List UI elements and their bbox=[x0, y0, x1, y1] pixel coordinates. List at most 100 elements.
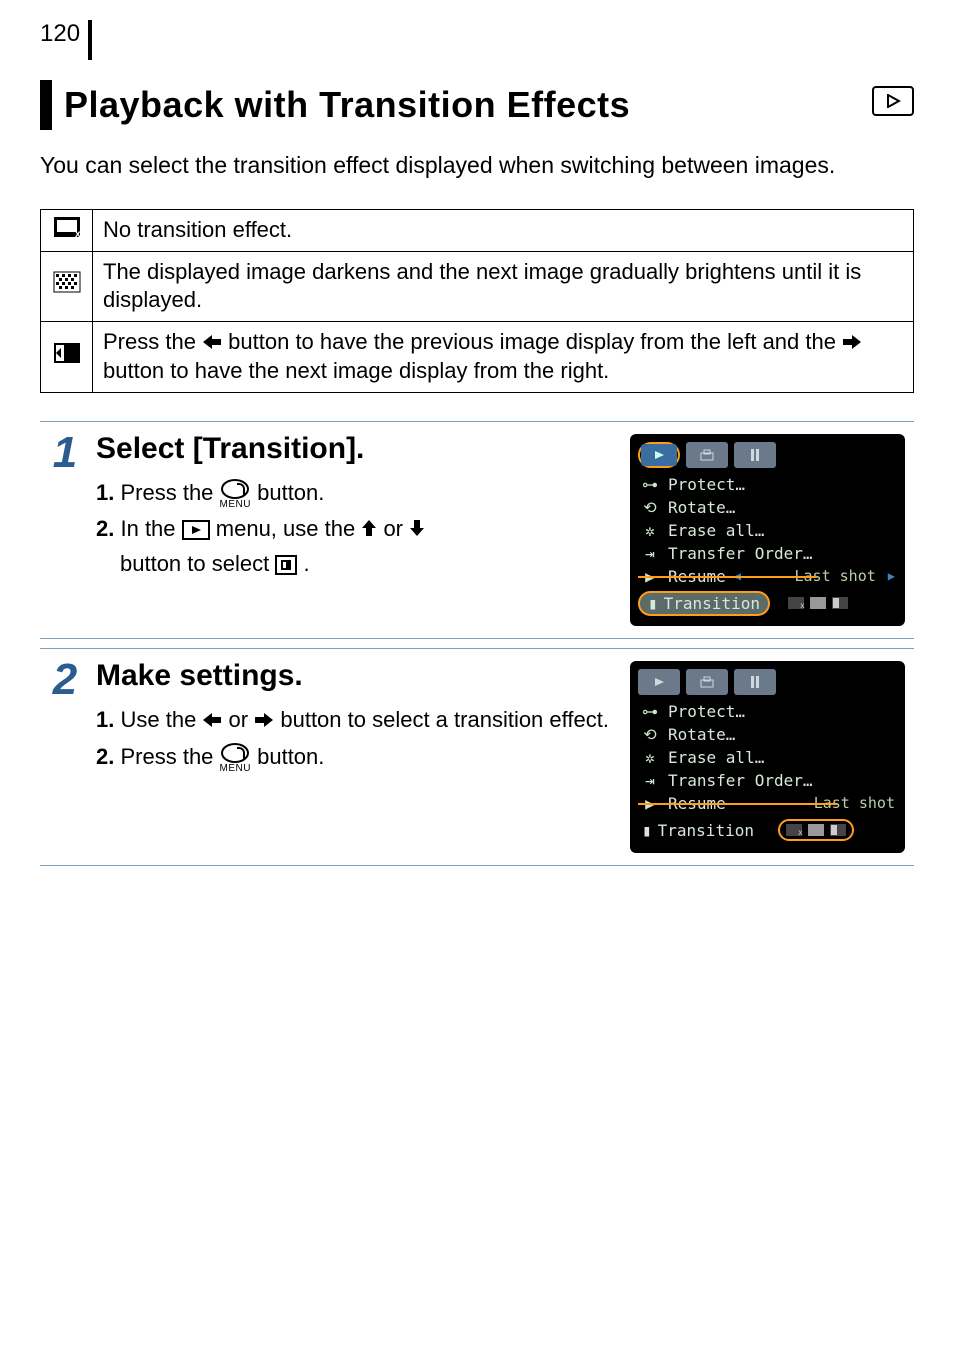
step-body: 1. Press the MENU button. 2. In the menu… bbox=[96, 476, 610, 581]
text-fragment: button to select a transition effect. bbox=[280, 707, 609, 732]
page-number: 120 bbox=[40, 20, 80, 48]
text-fragment: Press the bbox=[120, 480, 219, 505]
step-number-cell: 1 bbox=[40, 421, 90, 638]
text-fragment: . bbox=[303, 551, 309, 576]
text-fragment: Press the bbox=[120, 744, 219, 769]
menu-tabs bbox=[638, 442, 897, 468]
menu-item: ⟲Rotate… bbox=[638, 724, 897, 745]
step-body: 1. Use the or button to select a transit… bbox=[96, 703, 610, 774]
transition-options: x bbox=[786, 595, 850, 611]
transfer-icon: ⇥ bbox=[640, 771, 660, 790]
menu-item-transition: ▮ Transition x bbox=[638, 818, 897, 843]
transfer-icon: ⇥ bbox=[640, 544, 660, 563]
highlight-strike bbox=[638, 576, 817, 578]
transition-menu-icon bbox=[275, 555, 297, 575]
tri-right-icon: ▶ bbox=[888, 569, 895, 583]
text-fragment: In the bbox=[120, 516, 181, 541]
menu-item: ⊶ Protect… bbox=[638, 701, 897, 722]
menu-label: Transfer Order… bbox=[668, 544, 813, 563]
svg-text:x: x bbox=[800, 601, 805, 610]
menu-label: Transfer Order… bbox=[668, 771, 813, 790]
menu-item: ✲ Erase all… bbox=[638, 747, 897, 768]
opt-fade-icon bbox=[808, 595, 828, 611]
effect-icon-fade bbox=[41, 251, 93, 321]
svg-text:x: x bbox=[75, 229, 81, 238]
arrow-left-icon bbox=[202, 704, 222, 738]
camera-menu-screenshot: ⊶ Protect… ⟲Rotate… ✲ Erase all… ⇥ Transfer… bbox=[630, 661, 905, 853]
menu-label: Protect… bbox=[668, 475, 745, 494]
menu-item-resume: ▶Resume ◀ Last shot ▶ bbox=[638, 566, 897, 587]
menu-label: Erase all… bbox=[668, 521, 764, 540]
opt-slide-icon bbox=[830, 595, 850, 611]
transition-selected-pill: ▮ Transition bbox=[638, 591, 770, 616]
substep: 2. In the menu, use the or button to sel… bbox=[96, 512, 610, 581]
menu-item: ⊶ Protect… bbox=[638, 474, 897, 495]
arrow-right-icon bbox=[254, 704, 274, 738]
menu-label: MENU bbox=[220, 764, 251, 774]
tab-playback-active bbox=[638, 442, 680, 468]
tab-playback bbox=[638, 669, 680, 695]
arrow-down-icon bbox=[409, 513, 425, 547]
menu-label: Erase all… bbox=[668, 748, 764, 767]
heading-left: Playback with Transition Effects bbox=[40, 80, 630, 130]
heading-text: Playback with Transition Effects bbox=[64, 84, 630, 126]
menu-tabs bbox=[638, 669, 897, 695]
text-fragment: button to have the next image display fr… bbox=[103, 358, 609, 383]
transition-icon: ▮ bbox=[642, 821, 652, 840]
menu-label: Transition bbox=[658, 821, 754, 840]
step-row: 1 Select [Transition]. 1. Press the MENU… bbox=[40, 421, 914, 638]
menu-button-icon: MENU bbox=[220, 743, 251, 774]
transition-effects-table: x No transition effect. The displayed im… bbox=[40, 209, 914, 393]
transition-options-selected: x bbox=[778, 819, 854, 841]
arrow-right-icon bbox=[842, 329, 862, 358]
step-content: Make settings. 1. Use the or button to s… bbox=[90, 648, 624, 865]
menu-item: ✲ Erase all… bbox=[638, 520, 897, 541]
protect-icon: ⊶ bbox=[640, 475, 660, 494]
svg-text:x: x bbox=[798, 828, 803, 837]
erase-icon: ✲ bbox=[640, 521, 660, 540]
text-fragment: button to have the previous image displa… bbox=[222, 329, 842, 354]
menu-button-icon: MENU bbox=[220, 479, 251, 510]
menu-label: Protect… bbox=[668, 702, 745, 721]
table-row: x No transition effect. bbox=[41, 210, 914, 252]
steps-table: 1 Select [Transition]. 1. Press the MENU… bbox=[40, 421, 914, 866]
tab-print bbox=[686, 669, 728, 695]
text-fragment: Press the bbox=[103, 329, 202, 354]
menu-label: MENU bbox=[220, 500, 251, 510]
opt-fade-icon bbox=[806, 822, 826, 838]
screenshot-cell: ⊶ Protect… ⟲Rotate… ✲ Erase all… ⇥ Transfer… bbox=[624, 421, 914, 638]
substep-num: 2. bbox=[96, 744, 114, 769]
menu-label: Transition bbox=[664, 594, 760, 613]
step-title: Make settings. bbox=[96, 659, 610, 693]
page-number-block: 120 bbox=[40, 20, 914, 60]
screenshot-cell: ⊶ Protect… ⟲Rotate… ✲ Erase all… ⇥ Transfer… bbox=[624, 648, 914, 865]
menu-item-transition: ▮ Transition x bbox=[638, 591, 897, 616]
text-fragment: or bbox=[383, 516, 409, 541]
menu-item: ⟲Rotate… bbox=[638, 497, 897, 518]
substep-num: 1. bbox=[96, 707, 114, 732]
step-number-cell: 2 bbox=[40, 648, 90, 865]
menu-list: ⊶ Protect… ⟲Rotate… ✲ Erase all… ⇥ Transfer… bbox=[638, 474, 897, 616]
protect-icon: ⊶ bbox=[640, 702, 660, 721]
heading-bar bbox=[40, 80, 52, 130]
menu-list: ⊶ Protect… ⟲Rotate… ✲ Erase all… ⇥ Transfer… bbox=[638, 701, 897, 843]
tab-print bbox=[686, 442, 728, 468]
camera-menu-screenshot: ⊶ Protect… ⟲Rotate… ✲ Erase all… ⇥ Transfer… bbox=[630, 434, 905, 626]
text-fragment: button to select bbox=[120, 551, 275, 576]
step-title: Select [Transition]. bbox=[96, 432, 610, 466]
erase-icon: ✲ bbox=[640, 748, 660, 767]
arrow-left-icon bbox=[202, 329, 222, 358]
substep-num: 2. bbox=[96, 516, 114, 541]
table-row: The displayed image darkens and the next… bbox=[41, 251, 914, 321]
step-number: 2 bbox=[53, 655, 77, 704]
effect-icon-slide bbox=[41, 321, 93, 392]
substep: 1. Press the MENU button. bbox=[96, 476, 610, 510]
step-number: 1 bbox=[53, 428, 77, 477]
opt-none-icon: x bbox=[784, 822, 804, 838]
tab-setup bbox=[734, 442, 776, 468]
opt-none-icon: x bbox=[786, 595, 806, 611]
step-row: 2 Make settings. 1. Use the or button to… bbox=[40, 648, 914, 865]
transition-icon: ▮ bbox=[648, 594, 658, 613]
text-fragment: menu, use the bbox=[216, 516, 362, 541]
transition-label: ▮ Transition bbox=[638, 818, 764, 843]
